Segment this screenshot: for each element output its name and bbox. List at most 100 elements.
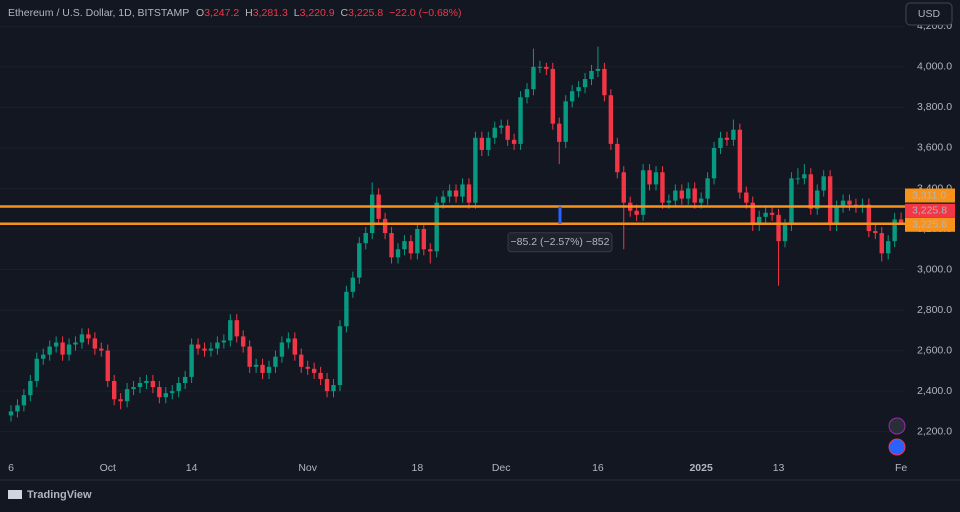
currency[interactable]: USD [918,8,941,20]
candle-body [299,354,304,367]
candle-body [789,178,794,225]
candle-body [453,190,459,197]
candle-body [292,338,297,355]
candle-body [802,174,807,179]
candle-body [28,380,33,396]
candle-body [666,200,672,203]
candle-body [621,172,626,203]
candle-body [769,212,775,215]
candle-body [144,380,149,384]
candle-body [15,405,20,412]
candle-body [34,358,39,381]
candle-body [41,354,46,359]
ohlc-value: 3,225.8 [348,7,383,19]
x-tick-label: Dec [492,462,511,474]
candle-body [782,224,788,242]
candle-body [692,188,697,203]
candle-body [137,383,143,388]
y-tick-label: 3,600.0 [917,142,952,154]
candle-body [228,320,233,341]
candle-body [279,342,285,357]
candle-body [370,194,375,234]
last-price-tag [905,203,955,218]
plot-area: 2,200.02,400.02,600.02,800.03,000.03,200… [0,20,955,474]
candle-body [744,192,749,203]
candle-body [234,320,239,337]
candle-body [195,344,201,349]
candle-body [60,342,65,355]
candle-body [569,91,575,102]
icon-alert[interactable] [888,417,906,435]
candle-body [434,202,439,252]
candle-body [344,291,349,327]
candle-body [505,125,510,140]
candle-body [337,326,343,386]
candle-body [486,137,491,150]
candle-body [66,344,72,355]
candle-body [170,391,175,394]
candle-body [357,243,362,278]
candle-body [363,233,368,244]
candle-body [879,233,884,254]
candle-body [331,385,336,392]
candle-body [718,137,723,148]
measure-box [507,232,613,253]
currency-button[interactable] [905,2,953,26]
candle-body [466,184,472,203]
measure-label: −85.2 (−2.57%) −852 [511,236,610,248]
logo-mark [8,490,22,499]
candle-body [776,214,781,242]
y-tick-label: 4,000.0 [917,61,952,73]
icon-flag[interactable] [888,438,906,456]
price-tag [905,217,955,232]
candle-body [163,393,168,398]
last-price-label: 3,225.8 [912,205,947,217]
candle-body [324,378,330,392]
candle-body [679,190,684,199]
y-tick-label: 3,800.0 [917,101,952,113]
candle-body [389,233,394,258]
x-tick-label: 2025 [689,462,713,474]
candle-body [21,395,27,406]
candle-body [105,350,110,381]
candle-body [795,178,801,180]
candle-body [647,170,652,185]
ohlc-value: 3,220.9 [300,7,335,19]
candle-body [479,137,485,150]
x-tick-label: Nov [298,462,317,474]
candle-body [447,190,452,197]
candle-body [350,277,356,292]
ohlc-key: C [341,7,349,19]
candle-body [460,184,465,197]
candle-body [821,176,826,191]
candle-body [750,202,755,225]
candle-body [79,334,85,343]
candle-body [724,137,730,140]
candle-body [402,241,407,250]
candle-body [311,368,317,373]
candle-body [511,139,517,144]
y-tick-label: 2,600.0 [917,344,952,356]
candle-body [286,338,291,343]
x-tick-label: Oct [100,462,116,474]
candle-body [731,129,736,140]
candle-body [615,143,620,173]
y-tick-label: 2,800.0 [917,304,952,316]
candle-body [8,411,14,416]
price-tag-label: 3,311.0 [912,189,946,201]
candle-body [886,241,891,254]
x-tick-label: 14 [186,462,198,474]
candle-body [602,68,607,96]
candle-body [53,342,59,347]
candle-body [518,97,523,144]
candle-body [157,387,162,398]
candle-body [711,147,717,179]
candle-body [653,172,659,185]
candle-body [550,68,555,124]
candle-body [131,387,136,390]
x-tick-label: 18 [412,462,424,474]
candle-body [440,196,446,203]
candle-body [576,87,581,92]
